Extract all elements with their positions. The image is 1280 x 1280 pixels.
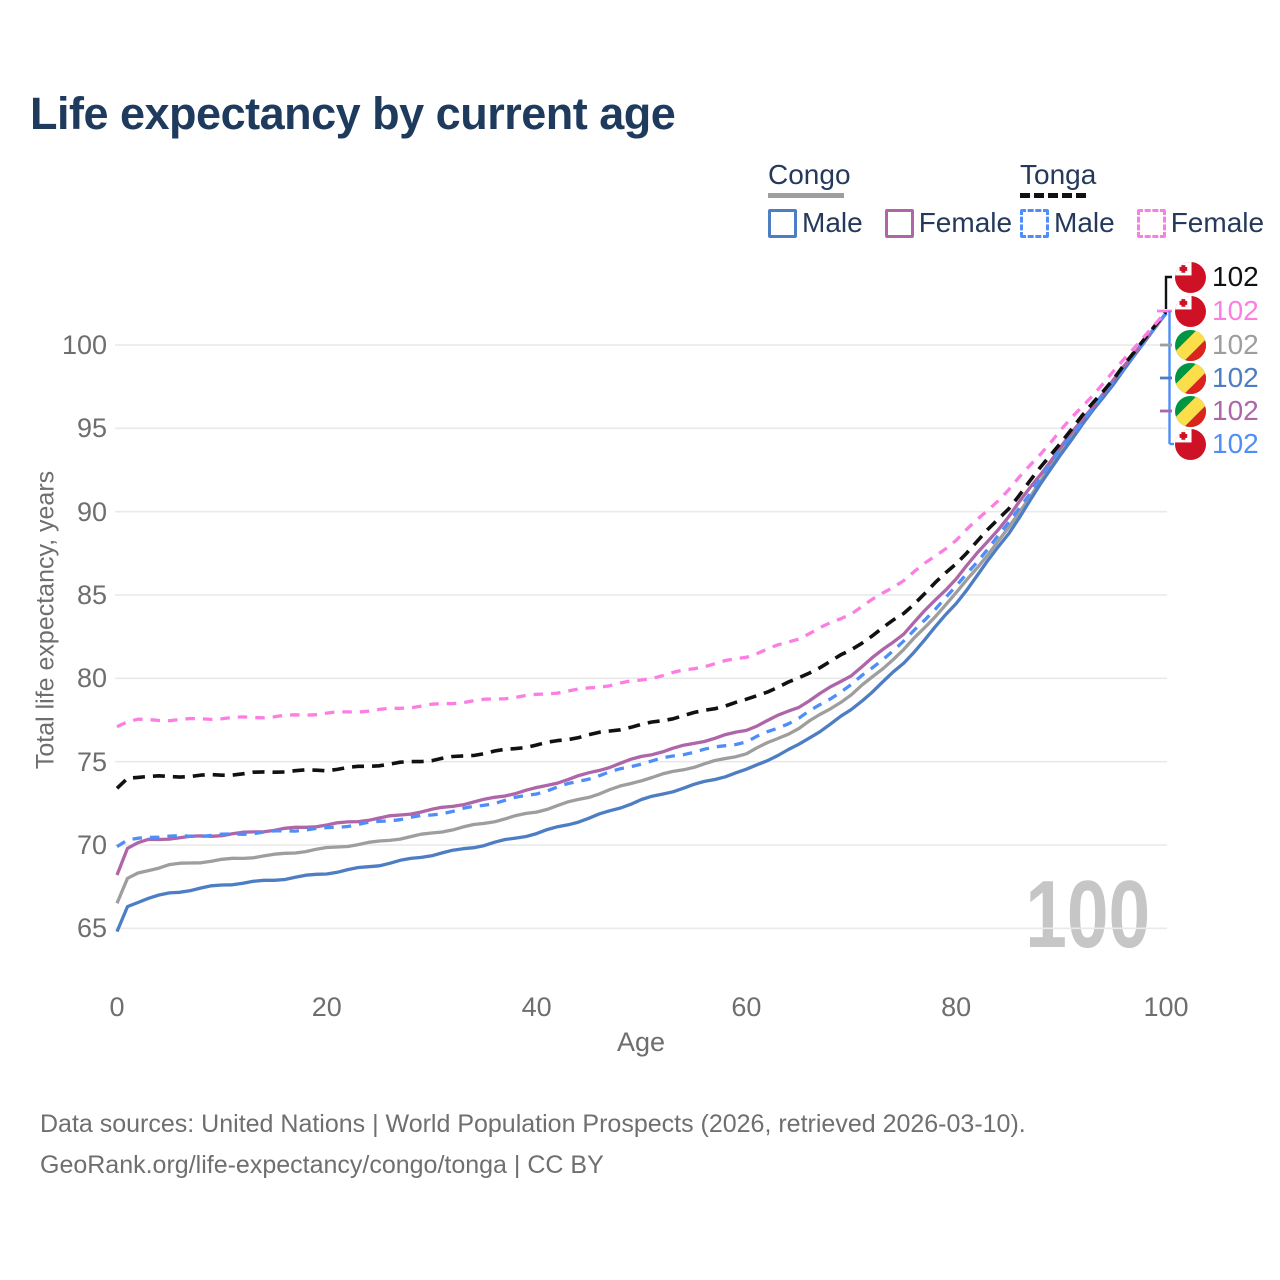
legend-item-congo-male[interactable]: Male [768, 207, 863, 239]
x-axis-label: Age [616, 1027, 666, 1057]
tonga-male-swatch-icon [1020, 208, 1049, 238]
tonga-flag-icon [1175, 428, 1206, 460]
y-tick-85: 85 [76, 579, 107, 610]
legend-item-tonga-male[interactable]: Male [1020, 207, 1115, 239]
legend-group-tonga: Tonga Male Female [1020, 160, 1280, 239]
connector-tonga [1164, 275, 1172, 309]
gridlines [115, 344, 1167, 930]
congo-female-swatch-icon [884, 208, 914, 238]
tonga-flag-icon [1175, 295, 1206, 327]
x-tick-0: 0 [109, 992, 125, 1022]
congo-flag-icon [1175, 395, 1206, 427]
x-tick-40: 40 [521, 992, 552, 1022]
legend-underline-dashed [1020, 193, 1086, 198]
end-value-tonga-male: 102 [1212, 428, 1259, 459]
congo-flag-icon [1175, 362, 1206, 394]
series-line-congo-male[interactable] [115, 312, 1168, 933]
footer-line-sources: Data sources: United Nations | World Pop… [40, 1110, 1026, 1138]
legend-label-tonga-female: Female [1170, 207, 1265, 238]
series-line-tonga-male[interactable] [116, 312, 1168, 848]
legend-item-tonga-female[interactable]: Female [1136, 207, 1265, 239]
series-line-congo-female[interactable] [115, 312, 1168, 876]
series-line-tonga[interactable] [115, 310, 1168, 790]
legend-label-congo-male: Male [802, 207, 863, 238]
legend-underline-solid [768, 193, 844, 198]
legend-label-tonga-male: Male [1054, 207, 1115, 238]
x-tick-100: 100 [1143, 992, 1189, 1022]
y-tick-70: 70 [76, 829, 107, 860]
x-tick-20: 20 [311, 992, 342, 1022]
end-value-congo-male: 102 [1212, 362, 1259, 393]
end-value-congo-female: 102 [1212, 395, 1259, 426]
legend-header-congo: Congo [768, 159, 851, 190]
legend-label-congo-female: Female [918, 207, 1013, 238]
y-tick-75: 75 [76, 746, 107, 777]
data-sources-footer: Data sources: United Nations | World Pop… [40, 1104, 1026, 1186]
legend-item-congo-female[interactable]: Female [884, 207, 1013, 239]
chart-title: Life expectancy by current age [30, 88, 676, 139]
legend-group-congo: Congo Male Female [768, 160, 1034, 239]
age-counter-watermark: 100 [1025, 861, 1150, 968]
x-tick-80: 80 [941, 992, 972, 1022]
y-tick-65: 65 [76, 913, 107, 944]
series-line-tonga-female[interactable] [116, 310, 1168, 729]
end-label-connectors [1157, 275, 1174, 446]
x-tick-60: 60 [731, 992, 762, 1022]
tonga-flag-icon [1175, 261, 1206, 293]
end-value-tonga: 102 [1212, 261, 1259, 292]
legend-header-tonga: Tonga [1020, 159, 1097, 190]
end-value-congo: 102 [1212, 329, 1259, 360]
footer-line-url: GeoRank.org/life-expectancy/congo/tonga … [40, 1151, 604, 1179]
tonga-female-swatch-icon [1136, 208, 1166, 238]
series-line-congo[interactable] [115, 312, 1168, 904]
congo-flag-icon [1175, 329, 1206, 361]
y-tick-90: 90 [76, 496, 107, 527]
end-value-tonga-female: 102 [1212, 295, 1259, 326]
y-tick-100: 100 [61, 330, 107, 360]
y-tick-80: 80 [76, 663, 107, 694]
y-tick-95: 95 [76, 413, 107, 444]
congo-male-swatch-icon [768, 208, 797, 238]
